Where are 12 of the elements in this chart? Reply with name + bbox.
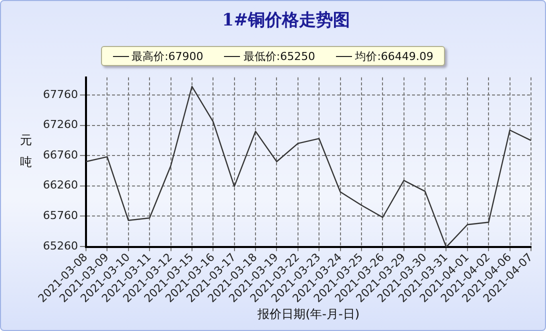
text: 最高价:67900 <box>130 48 204 64</box>
y-tick-label: 66760 <box>42 148 78 162</box>
y-tick-label: 65260 <box>42 239 78 252</box>
chart-title: 1#铜价格走势图 <box>222 10 350 31</box>
y-axis-title: 元吨 <box>19 132 33 171</box>
y-tick-label: 66260 <box>42 178 78 192</box>
text: 最低价:65250 <box>242 48 316 64</box>
y-tick-label: 65760 <box>42 209 78 222</box>
x-axis-title: 报价日期(年-月-日) <box>256 306 360 321</box>
y-tick-label: 67760 <box>42 88 78 101</box>
y-tick-label: 67260 <box>42 118 78 132</box>
text: 均价:66449.09 <box>354 48 434 64</box>
